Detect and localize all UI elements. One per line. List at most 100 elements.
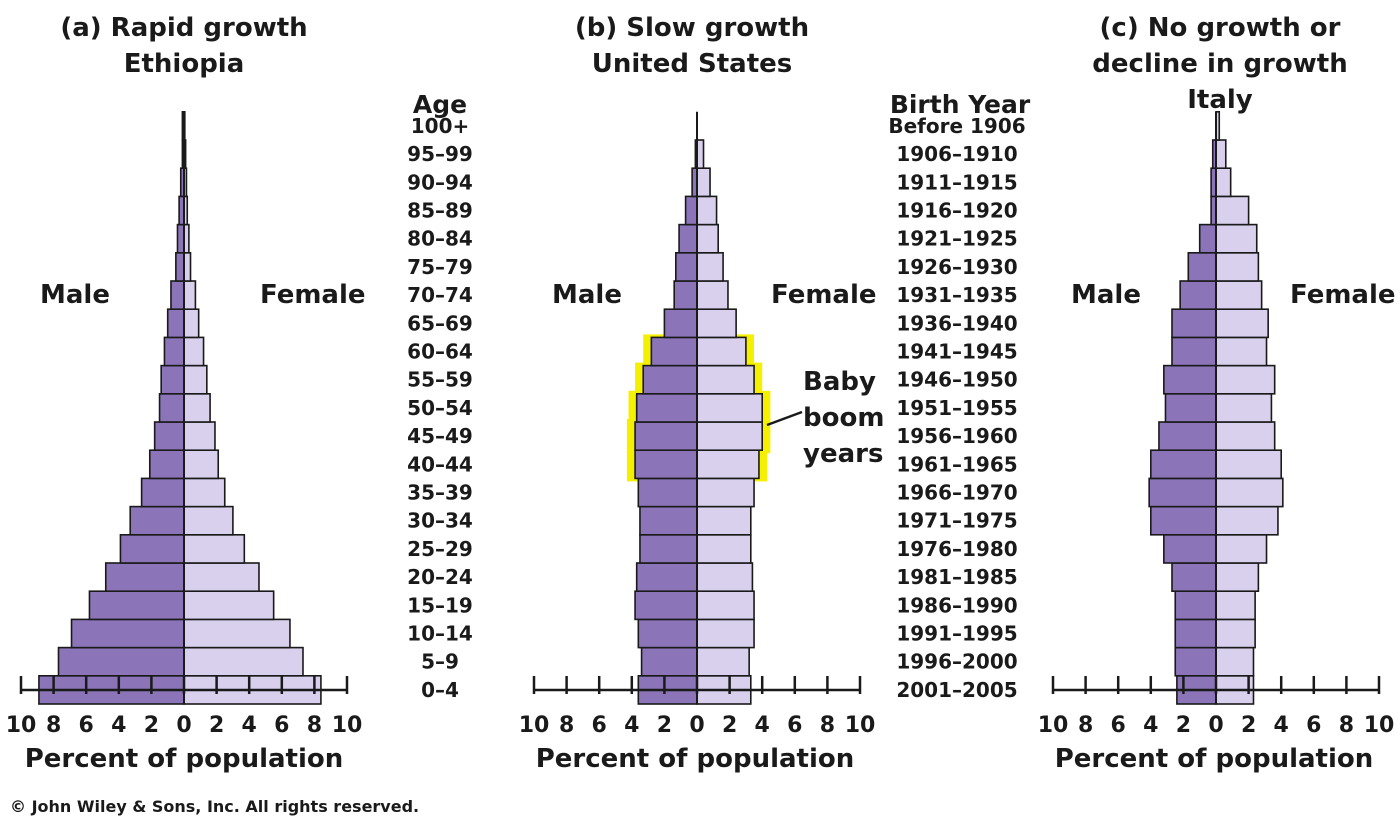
male-bar-0-15 [175, 252, 185, 282]
male-bar-1-8 [634, 449, 698, 480]
female-bar-2-19 [1215, 139, 1227, 170]
male-bar-0-10 [158, 392, 185, 423]
x-tick-label-0-6: 2 [209, 713, 224, 738]
female-bar-1-17 [696, 195, 718, 226]
male-bar-2-8 [1150, 449, 1217, 480]
male-bar-2-3 [1174, 590, 1217, 621]
age-label: 15–19 [407, 593, 473, 617]
us-male-label: Male [552, 280, 622, 310]
age-label: 60–64 [407, 340, 473, 364]
us-female-label: Female [771, 280, 877, 310]
x-tick-label-0-2: 6 [79, 713, 94, 738]
female-bar-1-7 [696, 477, 755, 508]
female-bar-1-3 [696, 590, 755, 621]
male-bar-2-2 [1174, 618, 1217, 649]
male-bar-2-7 [1148, 477, 1217, 508]
x-tick-label-1-6: 2 [722, 713, 737, 738]
birth-year-label: 1981–1985 [896, 565, 1017, 589]
female-bar-0-8 [183, 449, 220, 480]
age-label: 5–9 [421, 650, 459, 674]
x-tick-label-0-1: 8 [46, 713, 61, 738]
age-label: 65–69 [407, 311, 473, 335]
female-bar-2-8 [1215, 449, 1282, 480]
female-bar-0-7 [183, 477, 226, 508]
male-bar-2-16 [1198, 223, 1217, 254]
birth-year-label: 1936–1940 [896, 311, 1017, 335]
male-bar-2-9 [1158, 421, 1217, 452]
female-bar-1-9 [696, 421, 763, 452]
birth-year-label: 1931–1935 [896, 283, 1017, 307]
italy-title-line-3: Italy [1187, 85, 1253, 115]
ethiopia-title: (a) Rapid growth Ethiopia [4, 10, 364, 82]
baby-boom-line-1: Baby [803, 367, 876, 397]
female-bar-0-6 [183, 505, 234, 536]
female-bar-0-1 [183, 646, 304, 677]
ethiopia-title-line: (a) Rapid growth [60, 13, 308, 43]
male-bar-1-4 [635, 562, 698, 593]
age-label: 95–99 [407, 142, 473, 166]
x-tick-label-2-6: 2 [1241, 713, 1256, 738]
male-bar-1-7 [637, 477, 698, 508]
male-bar-1-14 [673, 280, 698, 311]
birth-year-label: 1971–1975 [896, 509, 1017, 533]
female-bar-2-3 [1215, 590, 1256, 621]
baby-boom-annotation: Baby boom years [803, 364, 884, 472]
male-bar-2-6 [1150, 505, 1217, 536]
female-bar-0-13 [183, 308, 200, 339]
age-label: 30–34 [407, 509, 473, 533]
female-bar-0-5 [183, 533, 246, 564]
birth-year-label: 1916–1920 [896, 199, 1017, 223]
birth-year-label: 1906–1910 [896, 142, 1017, 166]
birth-year-heading: Birth Year [889, 90, 1031, 119]
male-bar-2-5 [1163, 533, 1217, 564]
birth-year-label: 1996–2000 [896, 650, 1017, 674]
x-tick-label-2-2: 6 [1111, 713, 1126, 738]
female-bar-2-6 [1215, 505, 1279, 536]
birth-year-label: 1941–1945 [896, 340, 1017, 364]
italy-title: (c) No growth or decline in growth Italy [1040, 10, 1400, 118]
female-bar-2-2 [1215, 618, 1256, 649]
male-bar-1-10 [635, 392, 698, 423]
x-tick-label-0-9: 8 [307, 713, 322, 738]
female-bar-1-12 [696, 336, 747, 367]
age-label: 80–84 [407, 227, 473, 251]
birth-year-label: 1956–1960 [896, 424, 1017, 448]
female-bar-1-16 [696, 223, 719, 254]
male-bar-1-15 [675, 252, 698, 282]
male-bar-1-5 [639, 533, 698, 564]
age-label: 45–49 [407, 424, 473, 448]
x-tick-label-1-4: 2 [657, 713, 672, 738]
age-label: 50–54 [407, 396, 473, 420]
x-tick-label-1-3: 4 [624, 713, 639, 738]
female-bar-1-11 [696, 364, 755, 395]
male-bar-0-1 [57, 646, 185, 677]
female-bar-2-18 [1215, 167, 1232, 198]
age-label: 10–14 [407, 622, 473, 646]
male-bar-0-14 [170, 280, 185, 311]
male-bar-2-11 [1163, 364, 1217, 395]
x-tick-label-2-10: 10 [1364, 713, 1395, 738]
x-tick-label-2-5: 0 [1208, 713, 1223, 738]
x-tick-label-1-2: 6 [592, 713, 607, 738]
male-bar-1-3 [634, 590, 698, 621]
ethiopia-x-axis-title: Percent of population [24, 744, 344, 774]
x-tick-label-1-5: 0 [689, 713, 704, 738]
ethiopia-male-label: Male [40, 280, 110, 310]
copyright-notice: © John Wiley & Sons, Inc. All rights res… [10, 797, 420, 816]
female-bar-0-9 [183, 421, 216, 452]
us-x-axis-title: Percent of population [535, 744, 855, 774]
us-title: (b) Slow growth United States [512, 10, 872, 82]
male-bar-2-1 [1174, 646, 1217, 677]
birth-year-label: 2001–2005 [896, 678, 1017, 702]
x-tick-label-0-3: 4 [111, 713, 126, 738]
male-bar-1-1 [640, 646, 698, 677]
x-tick-label-0-10: 10 [332, 713, 363, 738]
us-subtitle: United States [591, 49, 793, 79]
age-label: 90–94 [407, 170, 473, 194]
birth-year-label: 1926–1930 [896, 255, 1017, 279]
female-bar-2-7 [1215, 477, 1284, 508]
age-label: 70–74 [407, 283, 473, 307]
male-bar-2-12 [1171, 336, 1217, 367]
x-tick-label-2-0: 10 [1038, 713, 1069, 738]
age-label: 85–89 [407, 199, 473, 223]
